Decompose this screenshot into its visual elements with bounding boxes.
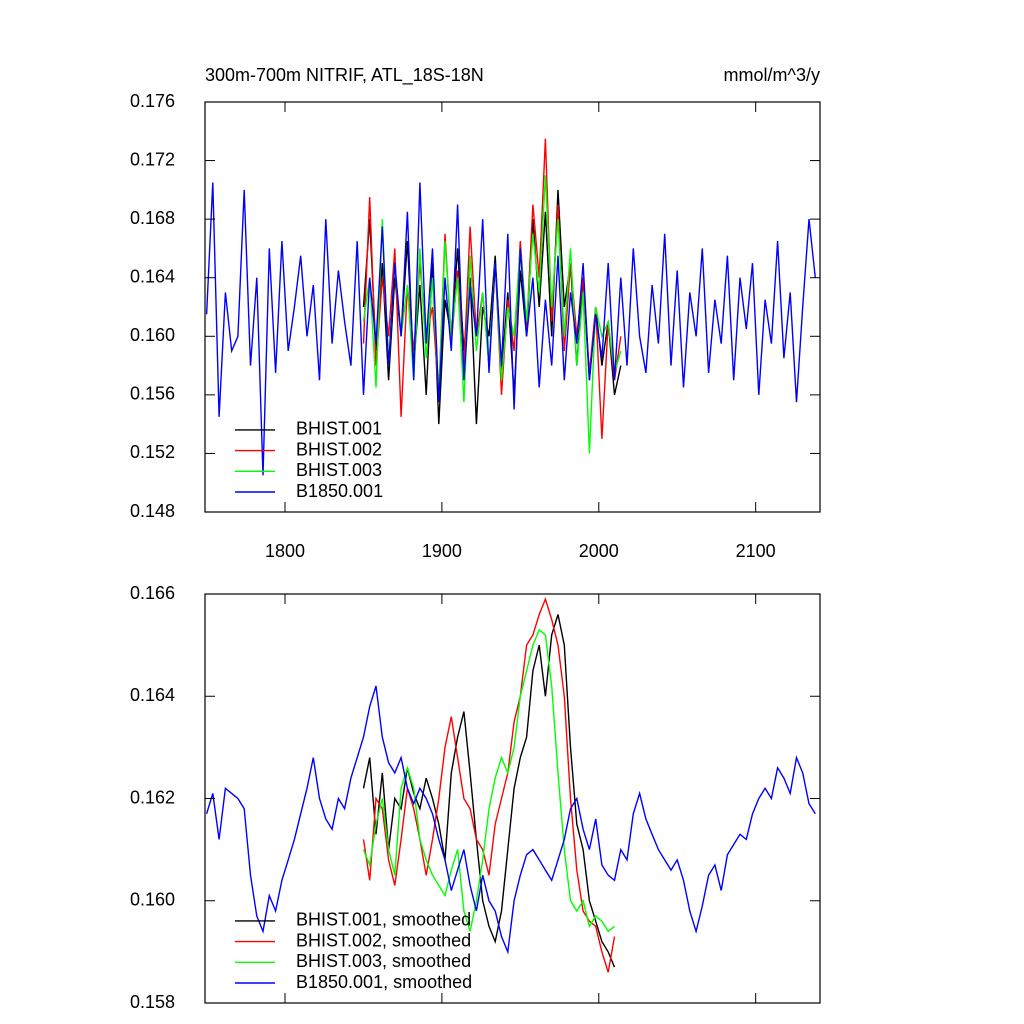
y-tick-label: 0.156 [130,384,175,404]
data-line [362,597,616,973]
y-tick-label: 0.152 [130,442,175,462]
legend-label: BHIST.003 [296,460,382,480]
x-tick-label: 1800 [265,541,305,561]
plot-frame [204,101,821,513]
legend-label: B1850.001 [296,481,383,501]
y-tick-label: 0.162 [130,787,175,807]
data-line [205,685,816,955]
y-tick-label: 0.168 [130,208,175,228]
legend-label: BHIST.001 [296,419,382,439]
data-line [362,628,615,933]
chart-title: 300m-700m NITRIF, ATL_18S-18N [205,65,484,86]
legend-label: BHIST.002 [296,439,382,459]
x-tick-label: 2100 [736,541,776,561]
y-tick-label: 0.164 [130,266,175,286]
data-line [205,182,816,476]
y-tick-label: 0.160 [130,890,175,910]
legend-label: BHIST.001, smoothed [296,910,471,930]
y-tick-label: 0.164 [130,685,175,705]
y-tick-label: 0.172 [130,149,175,169]
y-tick-label: 0.158 [130,992,175,1012]
y-tick-label: 0.160 [130,325,175,345]
legend-label: BHIST.002, smoothed [296,930,471,950]
x-tick-label: 1900 [422,541,462,561]
units-label: mmol/m^3/y [724,65,820,85]
legend-label: BHIST.003, smoothed [296,951,471,971]
y-tick-label: 0.176 [130,91,175,111]
legend-label: B1850.001, smoothed [296,972,472,992]
y-tick-label: 0.166 [130,583,175,603]
x-tick-label: 2000 [579,541,619,561]
y-tick-label: 0.148 [130,501,175,521]
